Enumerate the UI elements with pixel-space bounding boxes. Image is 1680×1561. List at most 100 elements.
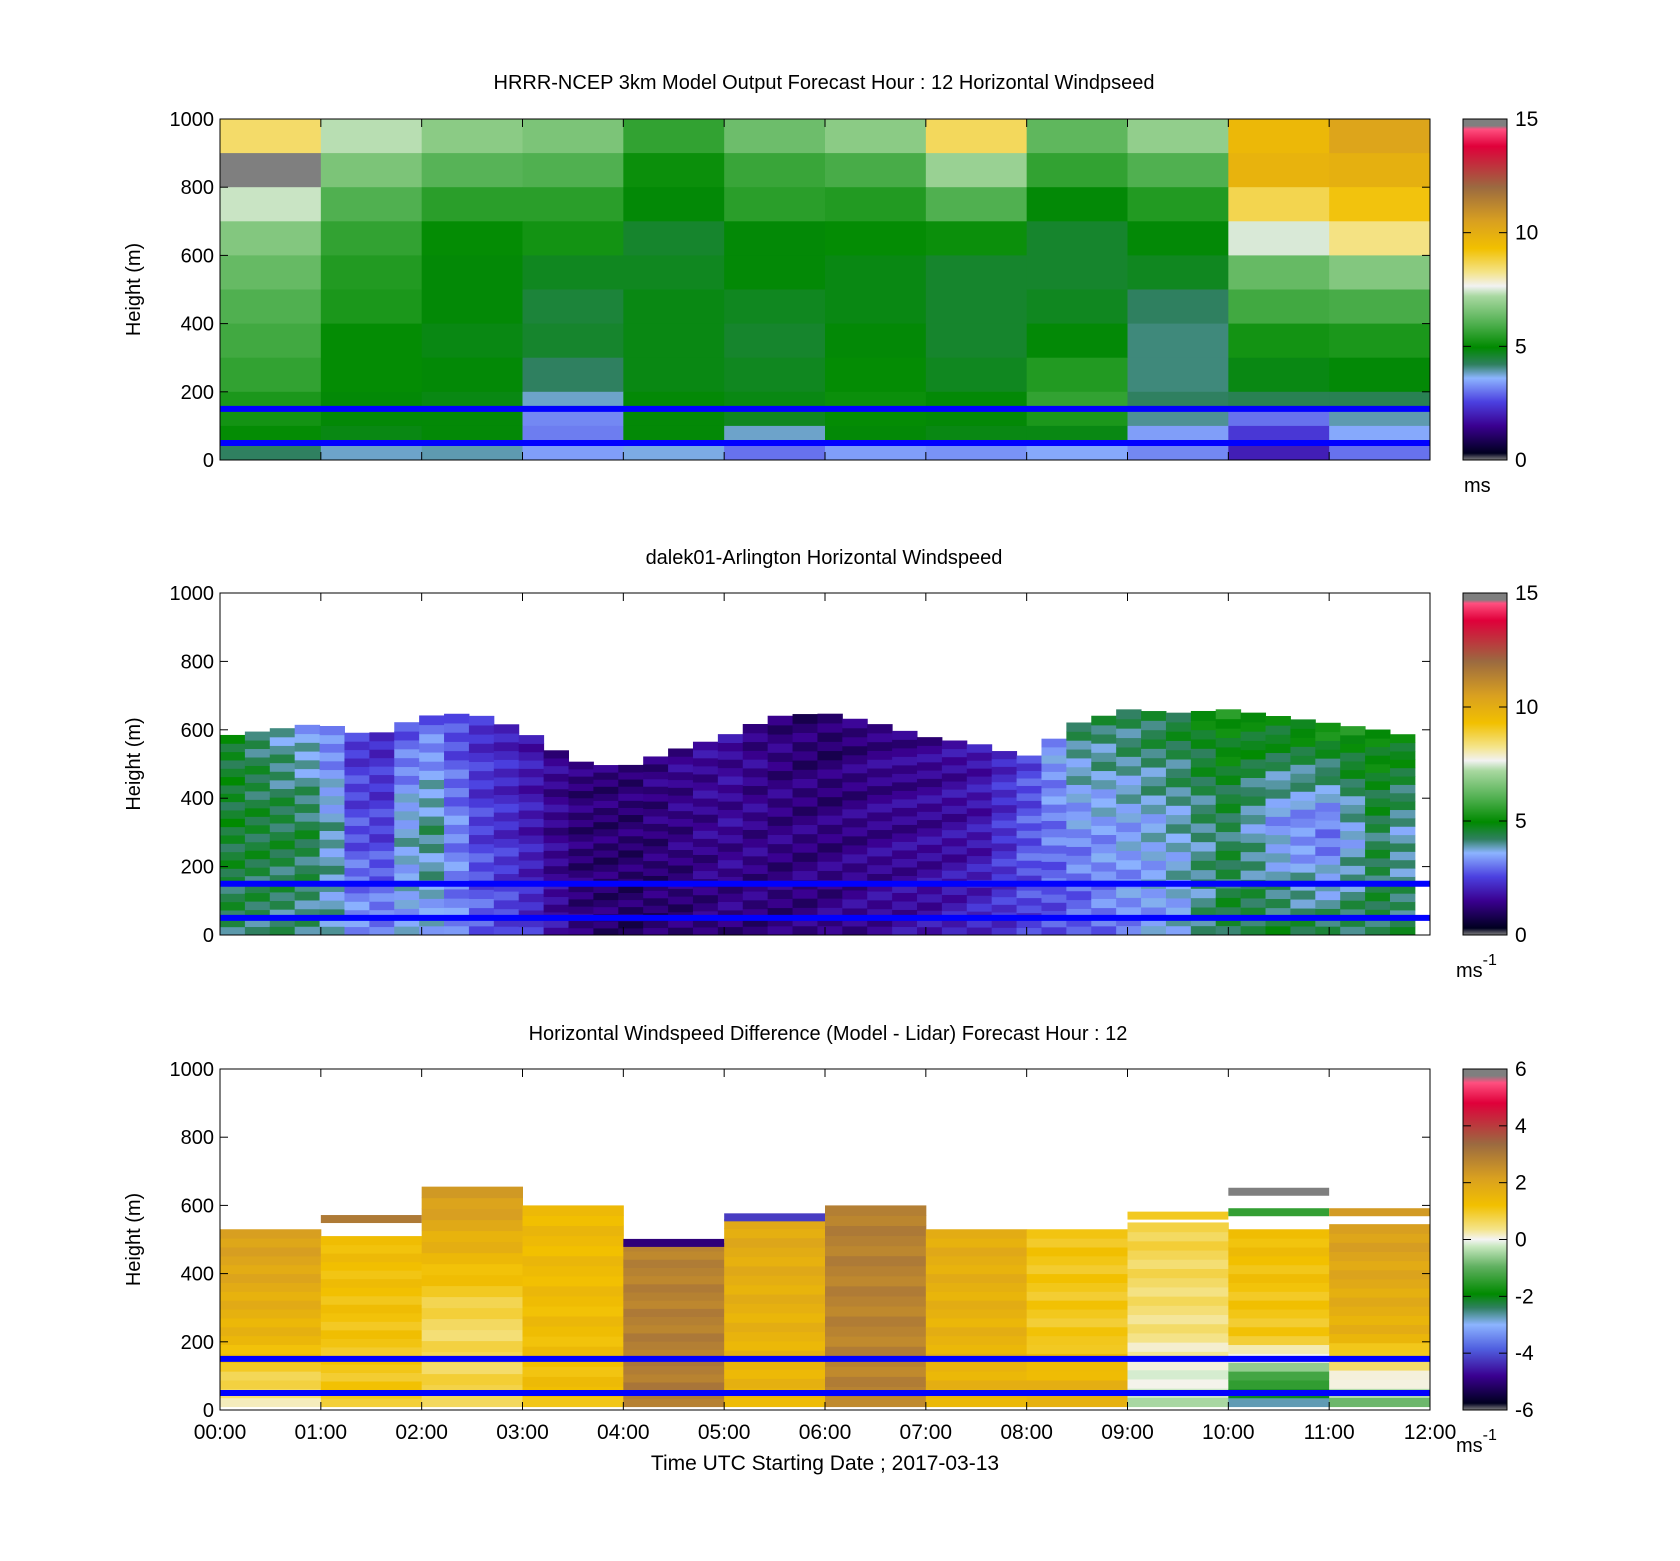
heatmap-cell <box>1091 825 1117 836</box>
heatmap-cell <box>1190 832 1217 843</box>
heatmap-cell <box>925 255 1028 290</box>
heatmap-cell <box>917 745 943 755</box>
heatmap-cell <box>518 926 545 936</box>
x-tick-label: 00:00 <box>194 1421 247 1444</box>
heatmap-cell <box>892 909 918 919</box>
heatmap-cell <box>724 1294 826 1304</box>
heatmap-cell <box>518 793 545 803</box>
heatmap-cell <box>1127 1222 1229 1233</box>
heatmap-cell <box>1228 1273 1330 1283</box>
heatmap-cell <box>543 765 570 774</box>
heatmap-cell <box>1127 1211 1229 1220</box>
heatmap-cell <box>543 781 570 790</box>
heatmap-cell <box>593 835 619 844</box>
heatmap-cell <box>269 745 296 755</box>
heatmap-cell <box>1329 1397 1431 1408</box>
heatmap-cell <box>767 807 794 817</box>
heatmap-cell <box>623 357 725 393</box>
heatmap-cell <box>394 766 420 776</box>
heatmap-cell <box>668 919 694 928</box>
heatmap-cell <box>1091 715 1117 726</box>
heatmap-cell <box>1315 926 1341 936</box>
heatmap-cell <box>724 1378 826 1389</box>
heatmap-cell <box>1215 728 1242 739</box>
heatmap-cell <box>369 926 395 936</box>
heatmap-cell <box>991 889 1018 898</box>
heatmap-cell <box>1127 289 1229 325</box>
heatmap-cell <box>522 119 624 154</box>
heatmap-cell <box>1228 119 1330 154</box>
heatmap-cell <box>623 187 725 222</box>
heatmap-cell <box>319 847 345 858</box>
heatmap-cell <box>522 425 624 444</box>
heatmap-cell <box>1116 822 1142 833</box>
heatmap-cell <box>593 857 619 865</box>
heatmap-cell <box>294 829 321 840</box>
heatmap-cell <box>593 899 619 908</box>
heatmap-cell <box>244 858 271 868</box>
heatmap-cell <box>1190 710 1217 721</box>
heatmap-cell <box>618 864 644 872</box>
heatmap-cell <box>1127 1314 1229 1325</box>
heatmap-cell <box>1141 757 1167 768</box>
heatmap-cell <box>724 1312 826 1323</box>
heatmap-cell <box>1165 814 1192 825</box>
heatmap-cell <box>1066 766 1092 777</box>
heatmap-cell <box>917 885 943 895</box>
heatmap-cell <box>419 733 445 744</box>
heatmap-cell <box>817 925 843 936</box>
heatmap-cell <box>724 323 826 359</box>
heatmap-cell <box>522 1225 624 1237</box>
heatmap-cell <box>1340 908 1366 919</box>
heatmap-cell <box>817 732 843 742</box>
heatmap-cell <box>892 773 918 783</box>
heatmap-cell <box>792 916 818 927</box>
heatmap-cell <box>668 818 694 827</box>
heatmap-cell <box>1340 726 1366 736</box>
heatmap-cell <box>320 1270 423 1280</box>
heatmap-cell <box>1026 1379 1128 1390</box>
heatmap-cell <box>522 221 624 256</box>
heatmap-cell <box>892 747 918 757</box>
heatmap-cell <box>468 743 495 753</box>
heatmap-cell <box>1066 846 1092 856</box>
heatmap-cell <box>1228 1309 1330 1319</box>
heatmap-cell <box>892 926 918 936</box>
heatmap-cell <box>294 803 321 813</box>
heatmap-cell <box>867 803 893 813</box>
heatmap-cell <box>1190 804 1217 815</box>
heatmap-cell <box>1340 821 1366 832</box>
heatmap-cell <box>518 826 545 836</box>
heatmap-cell <box>792 796 818 807</box>
heatmap-cell <box>269 797 296 807</box>
heatmap-cell <box>1265 798 1291 808</box>
heatmap-cell <box>220 1273 322 1283</box>
heatmap-cell <box>623 1332 725 1342</box>
heatmap-cell <box>842 736 868 747</box>
heatmap-cell <box>917 926 943 936</box>
heatmap-cell <box>717 901 744 911</box>
heatmap-cell <box>444 722 470 733</box>
heatmap-cell <box>917 852 943 862</box>
heatmap-cell <box>568 790 594 799</box>
heatmap-cell <box>543 858 570 867</box>
heatmap-cell <box>444 759 470 770</box>
heatmap-cell <box>1228 425 1330 444</box>
heatmap-cell <box>543 919 570 928</box>
heatmap-cell <box>1228 1208 1330 1217</box>
heatmap-cell <box>917 819 943 829</box>
colorbar-tick-label: 15 <box>1515 582 1538 605</box>
heatmap-cell <box>344 850 370 860</box>
heatmap-cell <box>220 408 322 427</box>
heatmap-cell <box>941 740 968 750</box>
heatmap-cell <box>925 442 1028 461</box>
heatmap-cell <box>1041 820 1067 830</box>
heatmap-cell <box>925 1326 1028 1337</box>
heatmap-cell <box>825 289 927 325</box>
heatmap-cell <box>991 919 1018 928</box>
heatmap-cell <box>269 805 296 815</box>
heatmap-cell <box>220 884 246 894</box>
heatmap-cell <box>444 861 470 871</box>
heatmap-cell <box>1026 289 1128 325</box>
heatmap-cell <box>1141 729 1167 740</box>
